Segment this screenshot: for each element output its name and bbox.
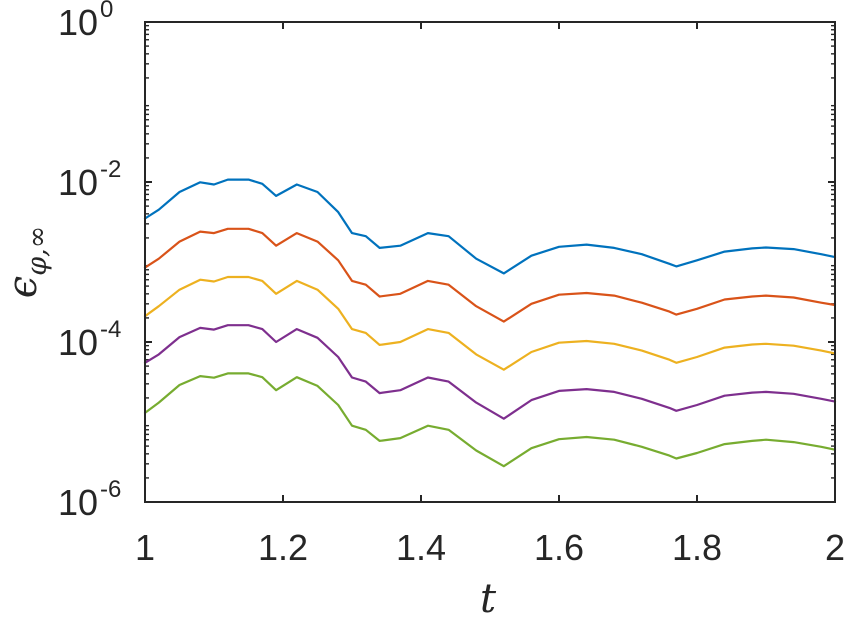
y-tick-label: 10: [58, 482, 98, 523]
y-tick-label: 10: [58, 162, 98, 203]
x-tick-label: 1.8: [672, 527, 722, 568]
series-line-2: [143, 227, 837, 323]
y-tick-exponent: -2: [100, 156, 121, 183]
y-axis-label-subscript: φ,∞: [22, 226, 53, 276]
x-tick-label: 1.6: [534, 527, 584, 568]
plot-area: [145, 22, 835, 502]
x-tick-label: 1.2: [258, 527, 308, 568]
series-line-1: [143, 178, 837, 275]
plot-frame: [144, 21, 836, 503]
y-tick-labels: 10 0 10 -2 10 -4 10 -6: [58, 0, 121, 523]
series-line-3: [143, 275, 837, 371]
series-layer: [143, 178, 837, 468]
series-line-5: [143, 372, 837, 468]
x-tick-label: 1: [135, 527, 155, 568]
y-tick-label: 10: [58, 2, 98, 43]
series-line-4: [143, 324, 837, 420]
y-tick-exponent: -4: [100, 316, 121, 343]
x-tick-labels: 1 1.2 1.4 1.6 1.8 2: [135, 527, 844, 568]
y-tick-exponent: -6: [100, 476, 121, 503]
y-axis-label-symbol: ϵ: [0, 276, 46, 298]
x-axis-label: t: [480, 576, 497, 619]
y-axis-label-base: ϵφ,∞: [0, 226, 53, 298]
y-axis-label: ϵφ,∞: [0, 226, 53, 298]
x-tick-label: 1.4: [396, 527, 446, 568]
y-tick-label: 10: [58, 322, 98, 363]
x-tick-label: 2: [825, 527, 844, 568]
y-tick-exponent: 0: [100, 0, 113, 23]
